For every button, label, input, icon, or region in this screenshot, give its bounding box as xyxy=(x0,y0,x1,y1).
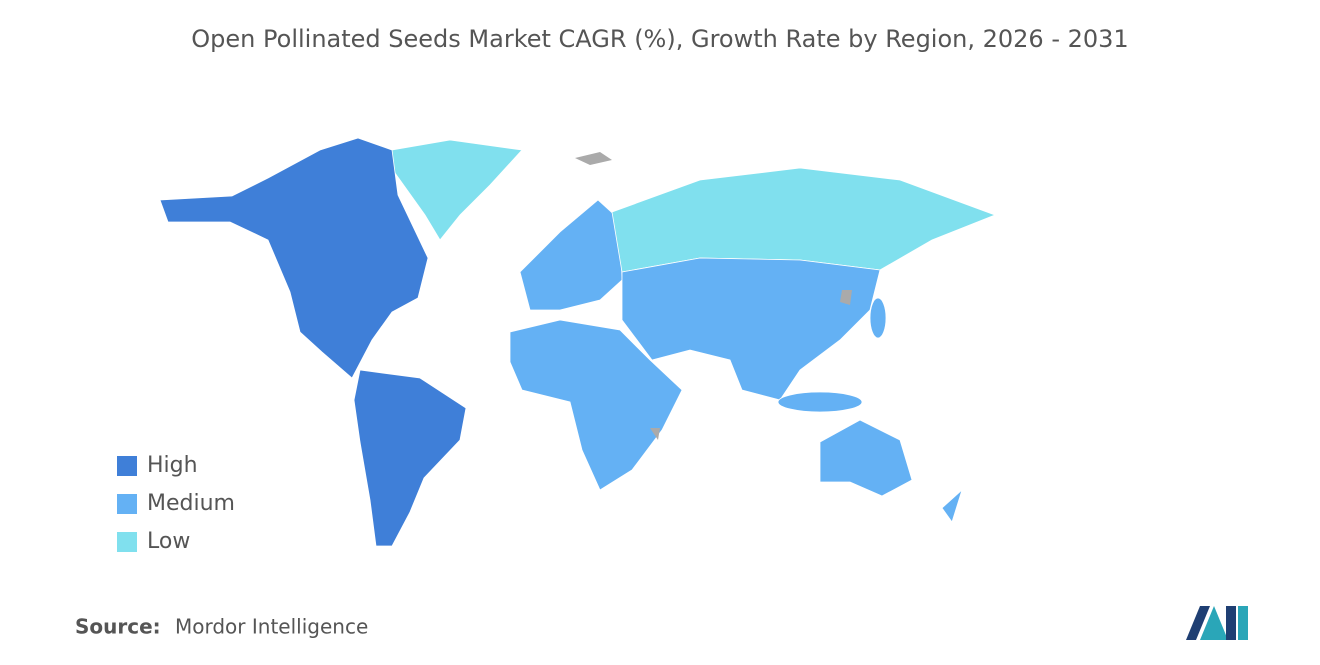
map xyxy=(159,137,997,547)
logo xyxy=(1186,606,1248,640)
legend-swatch xyxy=(117,494,137,514)
region-south-america xyxy=(353,369,467,547)
region-europe xyxy=(519,199,623,311)
region-new-zealand xyxy=(941,488,963,523)
legend-swatch xyxy=(117,532,137,552)
logo-mark xyxy=(1200,606,1228,640)
legend-label: Low xyxy=(147,529,190,554)
legend-label: Medium xyxy=(147,491,235,516)
logo-mark xyxy=(1226,606,1236,640)
region-greenland xyxy=(379,139,523,241)
region-japan xyxy=(869,297,887,339)
region-russia xyxy=(611,167,997,273)
source-text: Mordor Intelligence xyxy=(175,615,368,639)
source-label: Source: xyxy=(75,615,161,639)
region-north-america xyxy=(159,137,429,379)
logo-mark xyxy=(1238,606,1248,640)
logo-mark xyxy=(1186,606,1210,640)
chart-title: Open Pollinated Seeds Market CAGR (%), G… xyxy=(191,25,1128,53)
region-indonesia xyxy=(777,391,863,413)
legend-swatch xyxy=(117,456,137,476)
region-asia xyxy=(621,257,881,401)
legend: High Medium Low xyxy=(117,453,235,554)
region-africa xyxy=(509,319,683,491)
legend-label: High xyxy=(147,453,198,478)
region-australia xyxy=(819,419,913,497)
